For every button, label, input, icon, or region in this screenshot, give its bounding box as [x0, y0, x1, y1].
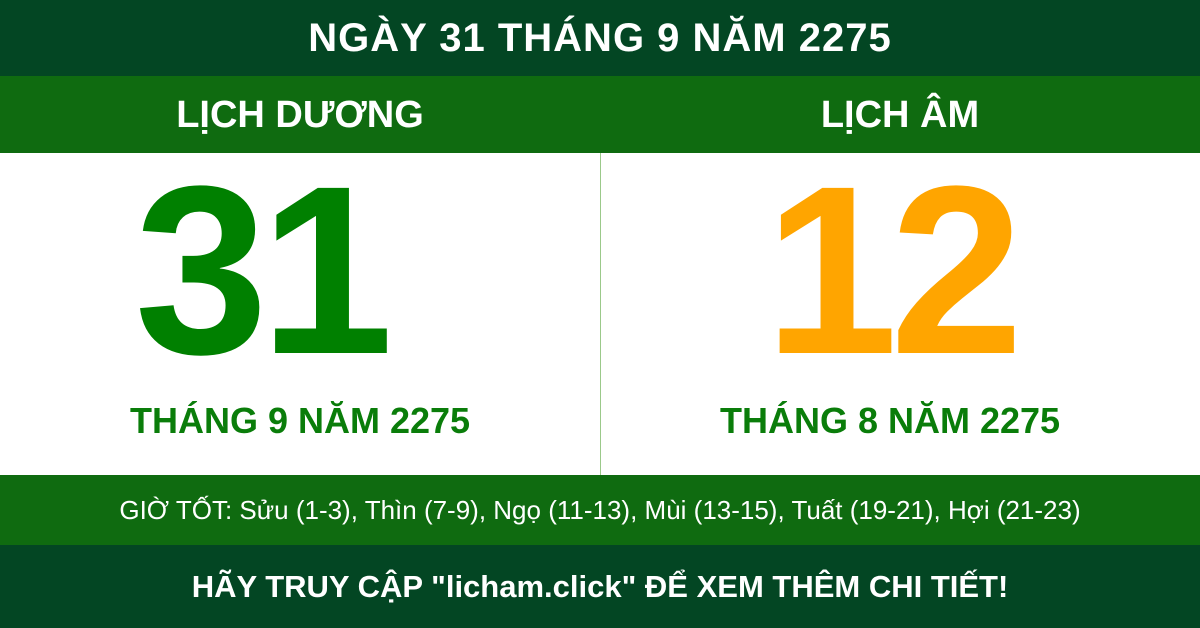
lunar-day: 12 [764, 136, 1024, 404]
lunar-month-year: THÁNG 8 NĂM 2275 [719, 400, 1061, 441]
lunar-panel [600, 153, 1200, 475]
solar-calendar-label: LỊCH DƯƠNG [176, 94, 424, 136]
good-hours: GIỜ TỐT: Sửu (1-3), Thìn (7-9), Ngọ (11-… [0, 475, 1200, 545]
divider [600, 153, 601, 475]
page-title: NGÀY 31 THÁNG 9 NĂM 2275 [0, 0, 1200, 76]
solar-month-year: THÁNG 9 NĂM 2275 [129, 400, 471, 441]
calendar-labels: LỊCH DƯƠNG LỊCH ÂM [0, 76, 1200, 153]
footer-cta: HÃY TRUY CẬP "licham.click" ĐỂ XEM THÊM … [0, 545, 1200, 628]
solar-panel [0, 153, 600, 475]
solar-day: 31 [134, 136, 394, 404]
lunar-calendar-label: LỊCH ÂM [820, 94, 980, 136]
